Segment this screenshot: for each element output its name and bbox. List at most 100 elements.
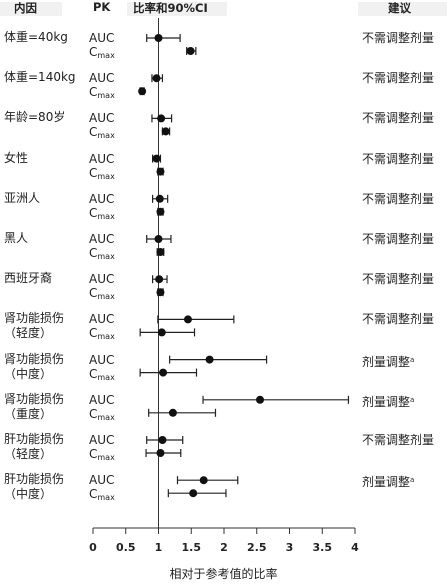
pk-auc-label: AUC xyxy=(89,232,115,246)
recommendation-text: 不需调整剂量 xyxy=(362,433,435,447)
auc-point xyxy=(152,154,161,163)
pk-auc-label: AUC xyxy=(89,473,115,488)
pk-cmax-label: Cmax xyxy=(89,166,115,184)
header-recommendation: 建议 xyxy=(388,1,411,15)
pk-cmax-label: Cmax xyxy=(89,85,115,103)
x-tick-label: 0.5 xyxy=(116,541,136,554)
row-label-line: 亚洲人 xyxy=(4,190,41,205)
x-tick-label: 1.5 xyxy=(182,541,202,554)
pk-auc-label: AUC xyxy=(89,71,115,86)
pk-cmax-label: Cmax xyxy=(89,125,115,143)
auc-point xyxy=(154,34,163,42)
recommendation-text: 不需调整剂量 xyxy=(362,191,435,206)
pk-auc-label: AUC xyxy=(89,151,115,166)
row-label-line: 黑人 xyxy=(4,231,29,245)
row-label: 肝功能损伤 （中度） xyxy=(4,472,64,502)
pk-cmax-label: Cmax xyxy=(89,206,115,224)
row-label: 体重=40kg xyxy=(4,30,68,45)
header-pk: PK xyxy=(93,0,111,14)
auc-point xyxy=(205,355,214,364)
pk-cmax-base: C xyxy=(89,45,98,59)
x-tick-label: 3 xyxy=(286,541,294,554)
recommendation-text: 不需调整剂量 xyxy=(362,232,435,246)
x-tick-label: 4 xyxy=(351,541,359,554)
row-label: 体重=140kg xyxy=(4,70,76,85)
header-band xyxy=(127,2,227,16)
cmax-point xyxy=(156,288,165,297)
recommendation: 剂量调整a xyxy=(362,393,414,410)
row-label: 肾功能损伤 （中度） xyxy=(4,352,64,382)
row-label: 亚洲人 xyxy=(4,191,40,206)
recommendation-text: 不需调整剂量 xyxy=(362,31,435,45)
x-tick-label: 2.5 xyxy=(247,541,267,554)
pk-cmax-sub: max xyxy=(97,493,115,503)
pk-cmax-label: Cmax xyxy=(89,326,115,344)
row-label-line: （轻度） xyxy=(4,326,53,341)
cmax-point xyxy=(168,408,177,417)
pk-cmax-base: C xyxy=(89,447,98,461)
recommendation: 不需调整剂量 xyxy=(362,272,434,287)
recommendation: 不需调整剂量 xyxy=(362,31,434,46)
pk-auc-label: AUC xyxy=(89,392,115,407)
row-label-line: （重度） xyxy=(4,406,53,421)
cmax-point xyxy=(138,87,147,96)
x-tick-label: 1 xyxy=(155,541,163,554)
pk-cmax-sub: max xyxy=(97,131,115,141)
row-label-line: （轻度） xyxy=(4,447,53,461)
pk-auc-label: AUC xyxy=(89,272,115,287)
auc-point xyxy=(154,235,163,243)
row-label-line: 年龄=80岁 xyxy=(4,110,66,125)
pk-auc-label: AUC xyxy=(89,312,115,327)
recommendation: 不需调整剂量 xyxy=(362,312,434,327)
row-label-line: （中度） xyxy=(4,487,53,502)
pk-cmax-label: Cmax xyxy=(89,447,115,465)
auc-point xyxy=(183,315,192,324)
row-label: 年龄=80岁 xyxy=(4,110,65,125)
pk-cmax-base: C xyxy=(89,205,98,220)
recommendation-text: 不需调整剂量 xyxy=(362,272,435,287)
row-label-line: 肝功能损伤 xyxy=(4,472,65,487)
recommendation: 不需调整剂量 xyxy=(362,192,434,207)
x-tick-label: 3.5 xyxy=(313,541,333,554)
row-label-line: （中度） xyxy=(4,366,53,381)
pk-cmax-label: Cmax xyxy=(89,246,115,264)
pk-cmax-sub: max xyxy=(97,91,115,101)
pk-cmax-base: C xyxy=(89,125,98,140)
pk-cmax-sub: max xyxy=(97,292,115,302)
pk-cmax-base: C xyxy=(89,85,98,100)
pk-cmax-base: C xyxy=(89,406,98,421)
recommendation-footnote: a xyxy=(410,476,415,485)
pk-cmax-sub: max xyxy=(97,412,115,422)
recommendation-text: 不需调整剂量 xyxy=(362,312,435,327)
pk-cmax-label: Cmax xyxy=(89,367,115,385)
pk-cmax-base: C xyxy=(89,165,98,180)
header-ratio: 比率和90%CI xyxy=(133,1,208,15)
pk-cmax-base: C xyxy=(89,487,98,502)
row-label-line: 肾功能损伤 xyxy=(4,311,65,326)
header-band xyxy=(0,2,62,16)
recommendation-text: 剂量调整 xyxy=(362,354,411,369)
cmax-point xyxy=(159,368,168,377)
row-label-line: 体重=140kg xyxy=(4,70,76,85)
recommendation-text: 不需调整剂量 xyxy=(362,71,435,86)
pk-cmax-sub: max xyxy=(97,211,115,221)
cmax-point xyxy=(186,47,195,55)
pk-cmax-base: C xyxy=(89,246,98,260)
x-axis-label: 相对于参考值的比率 xyxy=(169,567,278,581)
recommendation-text: 不需调整剂量 xyxy=(362,151,435,166)
recommendation: 不需调整剂量 xyxy=(362,71,434,86)
header-subgroup: 内因 xyxy=(14,1,37,15)
row-label-line: 西班牙裔 xyxy=(4,271,53,286)
cmax-point xyxy=(156,449,165,457)
recommendation-footnote: a xyxy=(410,355,415,364)
pk-cmax-label: Cmax xyxy=(89,487,115,505)
pk-cmax-base: C xyxy=(89,366,98,381)
row-label: 肝功能损伤 （轻度） xyxy=(4,432,64,462)
recommendation: 不需调整剂量 xyxy=(362,111,434,126)
recommendation: 剂量调整a xyxy=(362,473,414,490)
row-label: 西班牙裔 xyxy=(4,271,52,286)
auc-point xyxy=(157,114,166,123)
recommendation-text: 剂量调整 xyxy=(362,394,411,409)
cmax-point xyxy=(189,489,198,498)
